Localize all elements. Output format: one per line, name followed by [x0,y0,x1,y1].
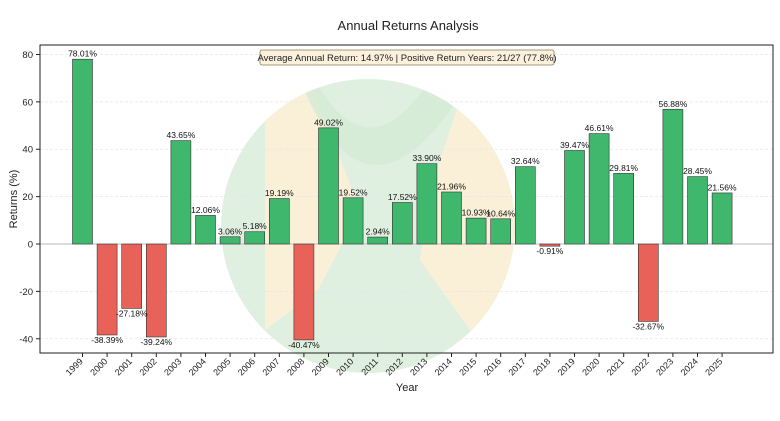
bar-2023 [662,108,684,245]
bar-2006 [244,231,265,245]
x-tick-label: 2016 [482,356,503,377]
annotation-box [259,49,555,66]
x-tick-label: 2018 [531,356,552,377]
y-tick-label: 20 [22,192,33,203]
bar-value-label: 43.65% [166,130,195,140]
bar-value-label: 5.18% [243,221,268,231]
x-tick-label: 2014 [433,356,454,377]
bar-1999 [72,58,93,245]
bar-2022 [637,243,659,322]
bar-value-label: -32.67% [632,321,664,331]
y-tick-label: 0 [28,240,33,251]
bar-value-label: -40.47% [288,340,320,350]
bar-2016 [490,218,512,245]
bar-2018 [539,243,561,247]
bar-2012 [391,202,413,245]
bar-2011 [367,236,389,245]
bar-2019 [564,150,585,245]
bar-labels: 78.01% -38.39% -27.18% -39.24% 43.65% 12.06% 3… [68,49,737,350]
summary-annotation: Average Annual Return: 14.97% | Positive… [257,49,557,66]
x-tick-label: 2021 [605,356,626,377]
x-tick-label: 2006 [236,356,257,377]
bar-2009 [318,127,339,245]
bar-value-label: 10.64% [486,208,515,218]
bar-2013 [416,163,438,245]
bar-value-label: 17.52% [388,192,417,202]
bar-2008 [293,243,315,341]
y-tick-label: -20 [19,287,33,298]
bar-2003 [170,140,192,245]
bar-2007 [268,198,290,245]
bar-value-label: -27.18% [116,308,148,318]
bar-value-label: 10.93% [462,208,491,218]
bar-value-label: 49.02% [314,117,343,127]
bar-value-label: 78.01% [68,49,97,59]
y-axis-label: Returns (%) [8,170,20,229]
x-tick-label: 2002 [137,356,158,377]
x-tick-label: 2020 [580,356,601,377]
bar-2000 [96,243,118,336]
x-tick-label: 2008 [285,356,306,377]
bar-2021 [613,173,635,245]
y-tick-label: -40 [19,334,33,345]
bar-2010 [342,197,364,245]
x-tick-label: 2024 [679,356,700,377]
bar-2025 [711,192,733,245]
bar-2002 [146,243,167,338]
x-tick-label: 2000 [88,356,109,377]
bar-2017 [514,166,536,245]
bar-value-label: 56.88% [658,99,687,109]
bar-value-label: 19.19% [265,188,294,198]
watermark-arc [300,80,470,165]
bar-2001 [121,243,142,309]
y-tick-label: 80 [22,50,33,61]
x-tick-label: 2015 [457,356,478,377]
bar-value-label: 33.90% [412,153,441,163]
chart-title: Annual Returns Analysis [338,18,479,33]
bar-value-label: 21.96% [437,181,466,191]
bar-2014 [441,191,462,245]
plot-frame [39,44,774,354]
bar-value-label: 32.64% [511,156,540,166]
x-axis-label: Year [396,382,419,394]
bar-value-label: -39.24% [140,337,172,347]
bar-value-label: 12.06% [191,205,220,215]
bar-value-label: 21.56% [708,182,737,192]
bar-value-label: 46.61% [585,123,614,133]
bar-value-label: 19.52% [339,187,368,197]
y-tick-label: 40 [22,145,33,156]
bar-value-label: 2.94% [366,227,391,237]
x-tick-label: 2019 [556,356,577,377]
bar-value-label: 39.47% [560,140,589,150]
x-tick-label: 2001 [113,356,134,377]
x-tick-label: 1999 [64,356,85,377]
bar-2024 [687,176,708,245]
x-tick-label: 2004 [187,356,208,377]
y-axis: -40 -20 0 20 40 60 80 [19,50,40,345]
x-tick-label: 2005 [211,356,232,377]
bar-value-label: 28.45% [683,166,712,176]
bar-2020 [588,133,610,245]
x-tick-label: 2022 [629,356,650,377]
annotation-text: Average Annual Return: 14.97% | Positive… [257,53,556,64]
bar-value-label: -38.39% [91,335,123,345]
x-tick-label: 2023 [654,356,675,377]
x-tick-label: 2025 [703,356,724,377]
x-tick-label: 2007 [260,356,281,377]
bars [72,58,733,341]
bar-value-label: 29.81% [609,163,638,173]
bar-2005 [219,236,241,245]
x-tick-label: 2017 [506,356,527,377]
bar-value-label: 3.06% [218,226,243,236]
watermark-band-left [265,80,360,330]
y-tick-label: 60 [22,97,33,108]
bar-value-label: -0.91% [536,246,563,256]
bar-2015 [465,217,487,245]
bar-2004 [195,215,216,245]
x-tick-label: 2003 [162,356,183,377]
